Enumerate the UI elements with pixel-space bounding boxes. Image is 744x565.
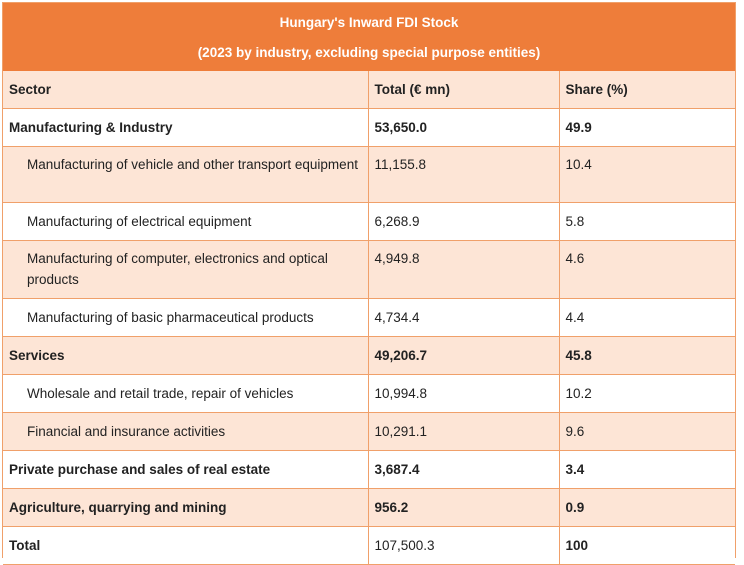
- table-row: Manufacturing & Industry 53,650.0 49.9: [3, 108, 735, 147]
- column-header-share: Share (%): [558, 71, 735, 109]
- table-row-total: Total 107,500.3 100: [3, 526, 735, 565]
- cell-total: 107,500.3: [367, 526, 560, 565]
- cell-total: 6,268.9: [367, 202, 560, 241]
- table-row: Manufacturing of basic pharmaceutical pr…: [3, 298, 735, 337]
- table-row: Wholesale and retail trade, repair of ve…: [3, 374, 735, 413]
- cell-total: 4,949.8: [367, 240, 560, 299]
- cell-share: 3.4: [558, 450, 735, 489]
- cell-sector: Wholesale and retail trade, repair of ve…: [3, 374, 369, 413]
- cell-sector: Private purchase and sales of real estat…: [3, 450, 369, 489]
- cell-sector: Agriculture, quarrying and mining: [3, 488, 369, 527]
- cell-sector: Manufacturing of computer, electronics a…: [3, 240, 369, 299]
- cell-total: 956.2: [367, 488, 560, 527]
- table-row: Private purchase and sales of real estat…: [3, 450, 735, 489]
- cell-share: 10.4: [558, 146, 735, 203]
- cell-total: 53,650.0: [367, 108, 560, 147]
- cell-share: 100: [558, 526, 735, 565]
- column-header-sector: Sector: [3, 71, 369, 109]
- cell-sector: Services: [3, 336, 369, 375]
- cell-sector: Total: [3, 526, 369, 565]
- cell-share: 49.9: [558, 108, 735, 147]
- cell-share: 0.9: [558, 488, 735, 527]
- table-row: Manufacturing of computer, electronics a…: [3, 240, 735, 299]
- cell-sector: Manufacturing of vehicle and other trans…: [3, 146, 369, 203]
- cell-total: 10,291.1: [367, 412, 560, 451]
- cell-sector: Manufacturing & Industry: [3, 108, 369, 147]
- cell-total: 3,687.4: [367, 450, 560, 489]
- cell-total: 10,994.8: [367, 374, 560, 413]
- fdi-table: Sector Total (€ mn) Share (%) Manufactur…: [3, 71, 735, 565]
- cell-sector: Manufacturing of electrical equipment: [3, 202, 369, 241]
- cell-share: 10.2: [558, 374, 735, 413]
- table-row: Services 49,206.7 45.8: [3, 336, 735, 375]
- column-header-total: Total (€ mn): [367, 71, 560, 109]
- cell-total: 49,206.7: [367, 336, 560, 375]
- table-header-banner: Hungary's Inward FDI Stock (2023 by indu…: [3, 3, 735, 71]
- table-subtitle: (2023 by industry, excluding special pur…: [197, 45, 541, 60]
- cell-share: 45.8: [558, 336, 735, 375]
- cell-total: 11,155.8: [367, 146, 560, 203]
- cell-share: 9.6: [558, 412, 735, 451]
- cell-sector: Manufacturing of basic pharmaceutical pr…: [3, 298, 369, 337]
- table-row: Agriculture, quarrying and mining 956.2 …: [3, 488, 735, 527]
- table-header-row: Sector Total (€ mn) Share (%): [3, 71, 735, 109]
- cell-share: 5.8: [558, 202, 735, 241]
- table-row: Manufacturing of electrical equipment 6,…: [3, 202, 735, 241]
- cell-share: 4.4: [558, 298, 735, 337]
- table-row: Financial and insurance activities 10,29…: [3, 412, 735, 451]
- table-title: Hungary's Inward FDI Stock: [279, 15, 459, 30]
- cell-total: 4,734.4: [367, 298, 560, 337]
- cell-share: 4.6: [558, 240, 735, 299]
- cell-sector: Financial and insurance activities: [3, 412, 369, 451]
- table-row: Manufacturing of vehicle and other trans…: [3, 146, 735, 203]
